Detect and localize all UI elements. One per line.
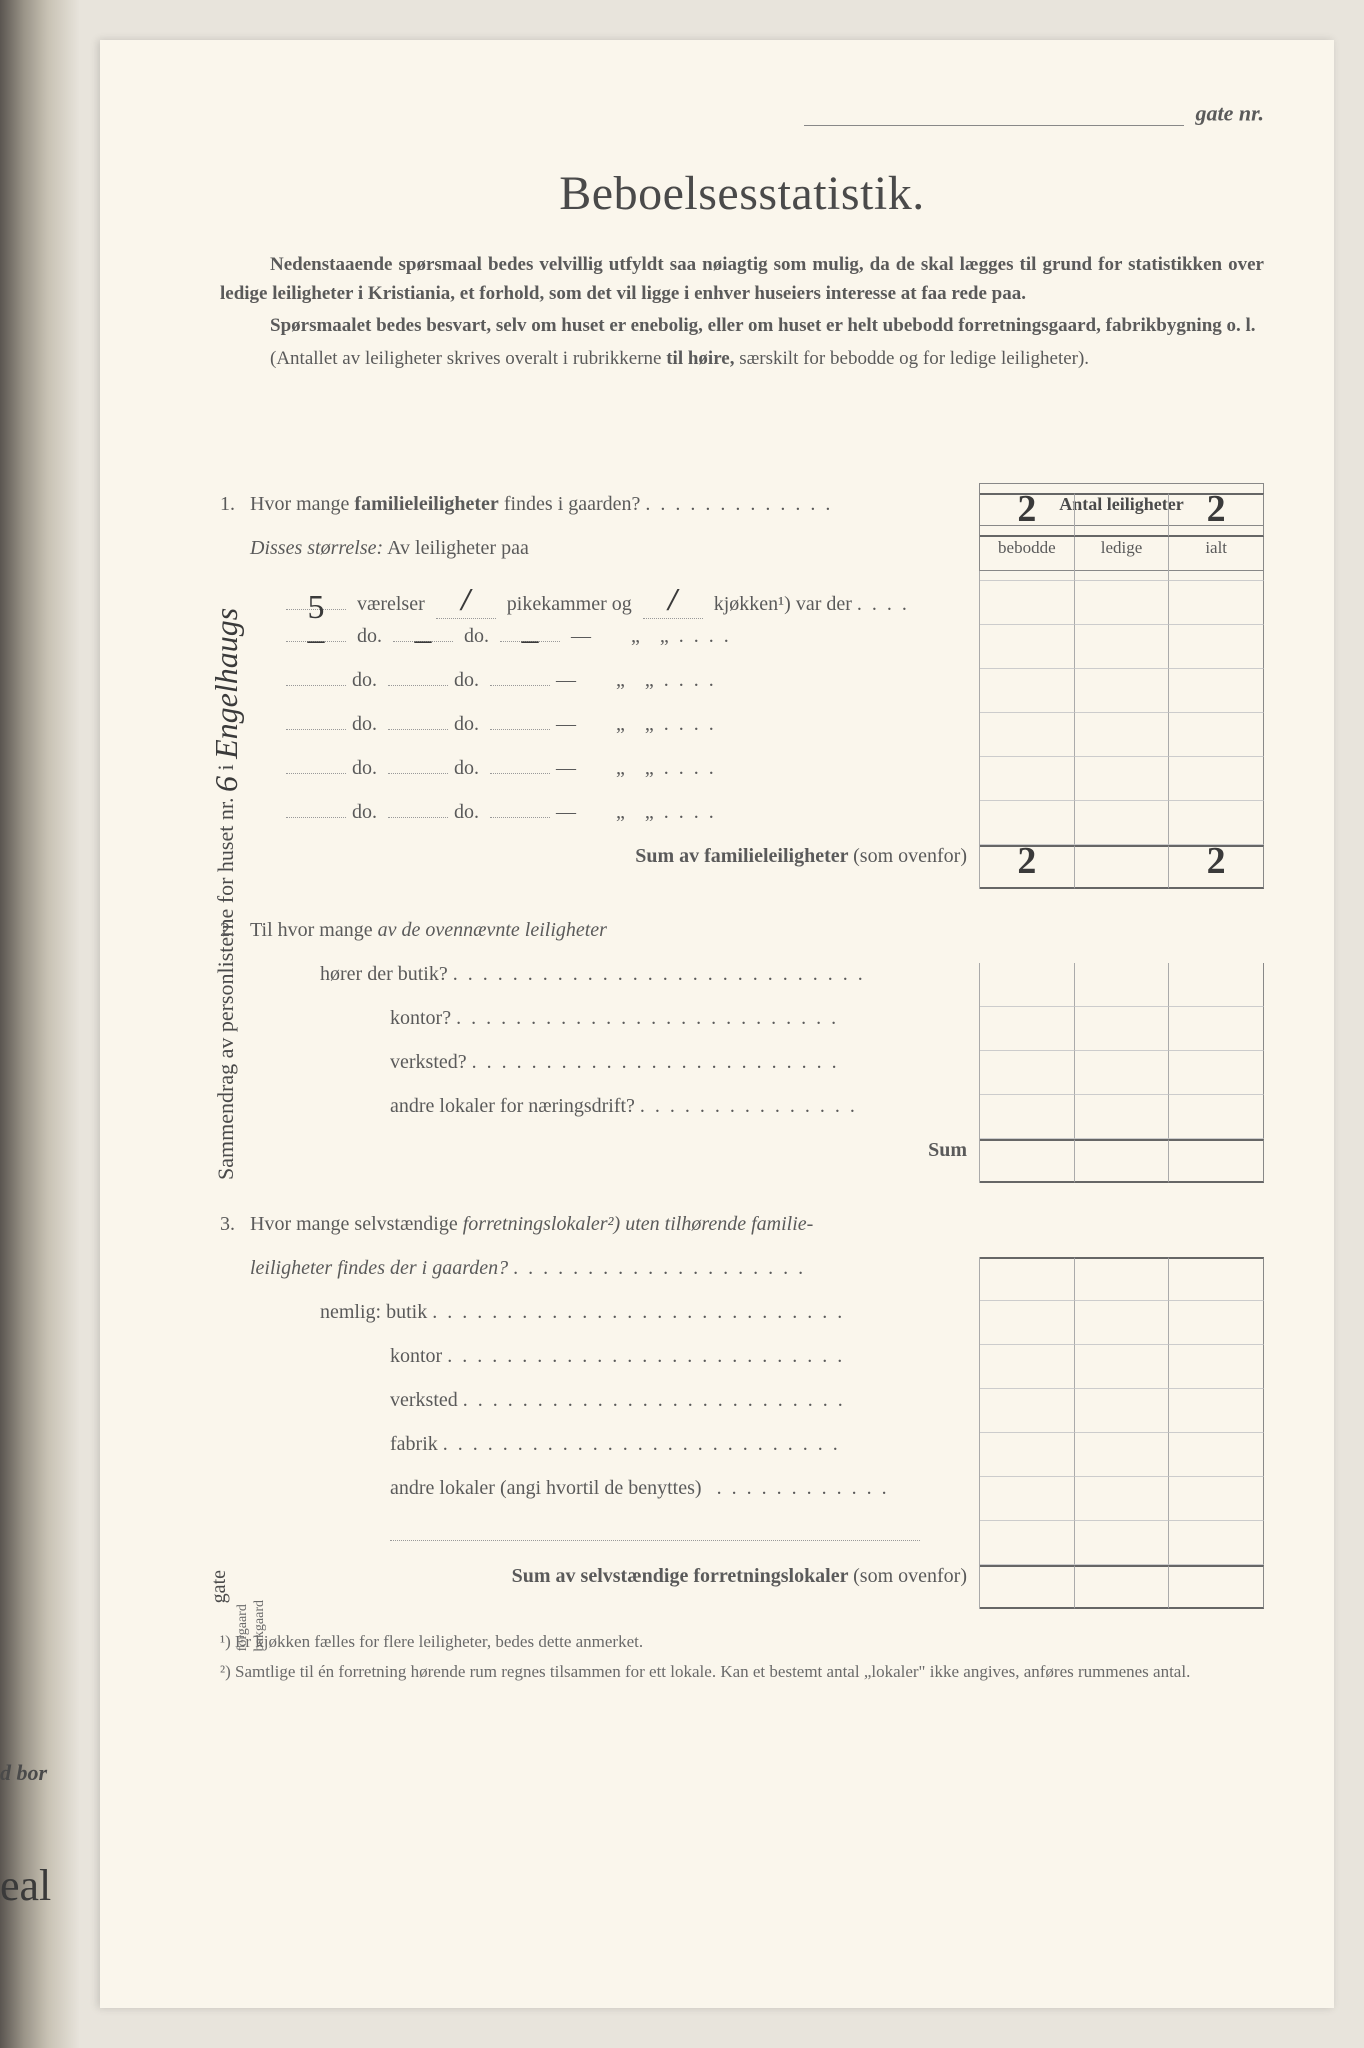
size-row-2: do. do. — „ „ . . . . <box>220 669 1264 713</box>
margin-text-d-bor: d bor <box>0 1760 47 1786</box>
q2-num: 2. <box>220 919 250 942</box>
q1-sum-cells: 2 2 <box>979 845 1264 889</box>
size-row-1: – do. – do. – — „ „ . . . . <box>220 625 1264 669</box>
q3-blank-row <box>220 1521 1264 1565</box>
q1-sum-label: Sum av familieleiligheter (som ovenfor) <box>250 845 979 868</box>
size-row-0: 5 værelser / pikekammer og / kjøkken¹) v… <box>220 581 1264 625</box>
q3-row: 3. Hvor mange selvstændige forretningslo… <box>220 1213 1264 1257</box>
q1-num: 1. <box>220 493 250 516</box>
q2-item-0: hører der butik? . . . . . . . . . . . .… <box>220 963 1264 1007</box>
q1-ialt: 2 <box>1169 493 1264 537</box>
size-row-4: do. do. — „ „ . . . . <box>220 757 1264 801</box>
size-p-0: / <box>436 581 496 619</box>
q1-row: 1. Hvor mange familieleiligheter findes … <box>220 493 1264 537</box>
q3-item-3: fabrik . . . . . . . . . . . . . . . . .… <box>220 1433 1264 1477</box>
q3-item-1: kontor . . . . . . . . . . . . . . . . .… <box>220 1345 1264 1389</box>
q2-sum-label: Sum <box>250 1139 979 1162</box>
q3-item-2: verksted . . . . . . . . . . . . . . . .… <box>220 1389 1264 1433</box>
margin-handwritten: eal <box>0 1860 51 1911</box>
q3-row-2: leiligheter findes der i gaarden? . . . … <box>220 1257 1264 1301</box>
size-k-0: / <box>643 581 703 619</box>
q2-row: 2. Til hvor mange av de ovennævnte leili… <box>220 919 1264 963</box>
q2-item-3: andre lokaler for næringsdrift? . . . . … <box>220 1095 1264 1139</box>
q1-ledige <box>1075 493 1170 537</box>
q1-disses: Disses størrelse: Av leiligheter paa <box>250 537 979 560</box>
q3-sum-row: Sum av selvstændige forretningslokaler (… <box>220 1565 1264 1609</box>
q3-item-0: nemlig: butik . . . . . . . . . . . . . … <box>220 1301 1264 1345</box>
q3-sum-label: Sum av selvstændige forretningslokaler (… <box>250 1565 979 1588</box>
q3-text: Hvor mange selvstændige forretningslokal… <box>250 1213 979 1236</box>
document-title: Beboelsesstatistik. <box>220 166 1264 221</box>
form-content: Antal leiligheter bebodde ledige ialt 1.… <box>220 493 1264 1609</box>
q1-disses-row: Disses størrelse: Av leiligheter paa <box>220 537 1264 581</box>
q3-num: 3. <box>220 1213 250 1236</box>
intro-p3: (Antallet av leiligheter skrives overalt… <box>220 345 1264 374</box>
q3-item-4: andre lokaler (angi hvortil de benyttes)… <box>220 1477 1264 1521</box>
intro-p1: Nedenstaaende spørsmaal bedes velvillig … <box>220 251 1264 308</box>
size-v-0: 5 <box>286 609 346 610</box>
footnote-1: ¹) Er kjøkken fælles for flere leilighet… <box>220 1629 1264 1655</box>
size-row-3: do. do. — „ „ . . . . <box>220 713 1264 757</box>
page-wrapper: d bor eal Sammendrag av personlisterne f… <box>0 0 1364 2048</box>
q2-text: Til hvor mange av de ovennævnte leilighe… <box>250 919 979 942</box>
gate-nr-label: gate nr. <box>1196 100 1264 125</box>
intro-p2: Spørsmaalet bedes besvart, selv om huset… <box>220 312 1264 341</box>
gate-nr-field: gate nr. <box>220 100 1264 126</box>
document-page: Sammendrag av personlisterne for huset n… <box>100 40 1334 2008</box>
intro-text: Nedenstaaende spørsmaal bedes velvillig … <box>220 251 1264 373</box>
gate-nr-underline <box>804 100 1184 126</box>
q1-sum-bebodde: 2 <box>980 845 1075 889</box>
footnotes: ¹) Er kjøkken fælles for flere leilighet… <box>220 1629 1264 1684</box>
book-binding <box>0 0 80 2048</box>
footnote-2: ²) Samtlige til én forretning hørende ru… <box>220 1659 1264 1685</box>
q1-text: Hvor mange familieleiligheter findes i g… <box>250 493 979 516</box>
q2-sum-row: Sum <box>220 1139 1264 1183</box>
sidebar-forgaard: forgaard <box>235 1604 250 1651</box>
q1-sum-row: Sum av familieleiligheter (som ovenfor) … <box>220 845 1264 889</box>
q2-item-2: verksted? . . . . . . . . . . . . . . . … <box>220 1051 1264 1095</box>
questions-area: 1. Hvor mange familieleiligheter findes … <box>220 493 1264 1609</box>
q1-cells: 2 2 <box>979 493 1264 537</box>
q1-disses-cells <box>979 537 1264 581</box>
q1-sum-ledige <box>1075 845 1170 889</box>
q2-item-1: kontor? . . . . . . . . . . . . . . . . … <box>220 1007 1264 1051</box>
q1-bebodde: 2 <box>980 493 1075 537</box>
q1-sum-ialt: 2 <box>1169 845 1264 889</box>
size-row-5: do. do. — „ „ . . . . <box>220 801 1264 845</box>
